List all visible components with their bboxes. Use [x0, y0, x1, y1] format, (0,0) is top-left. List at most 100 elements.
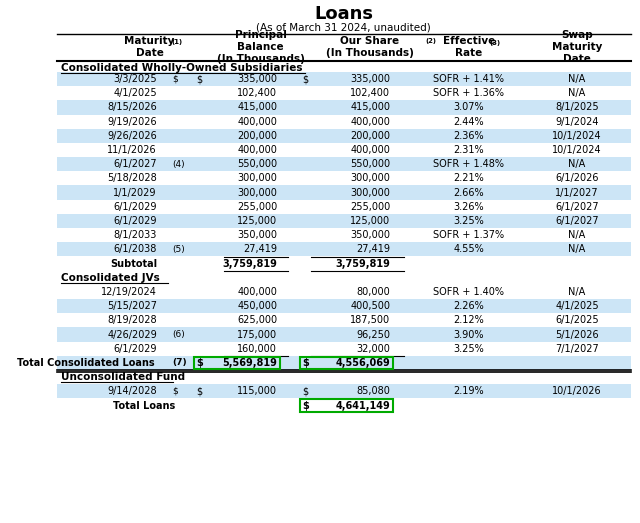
Text: 1/1/2029: 1/1/2029 — [113, 188, 157, 198]
Text: Consolidated JVs: Consolidated JVs — [61, 273, 159, 283]
Text: 2.26%: 2.26% — [453, 301, 484, 311]
Text: SOFR + 1.41%: SOFR + 1.41% — [433, 74, 504, 84]
FancyBboxPatch shape — [57, 129, 631, 143]
Text: 27,419: 27,419 — [356, 244, 390, 254]
Text: 2.36%: 2.36% — [454, 131, 484, 141]
Text: 400,000: 400,000 — [237, 145, 277, 155]
Text: 3.26%: 3.26% — [454, 202, 484, 212]
Text: 8/15/2026: 8/15/2026 — [107, 103, 157, 112]
Text: 450,000: 450,000 — [237, 301, 277, 311]
FancyBboxPatch shape — [57, 242, 631, 256]
Text: 335,000: 335,000 — [350, 74, 390, 84]
Text: SOFR + 1.37%: SOFR + 1.37% — [433, 230, 504, 240]
Text: Swap
Maturity
Date: Swap Maturity Date — [552, 30, 602, 64]
Text: 6/1/2026: 6/1/2026 — [556, 174, 599, 184]
Text: 125,000: 125,000 — [350, 216, 390, 226]
Text: 4/1/2025: 4/1/2025 — [113, 88, 157, 98]
Text: 8/1/2033: 8/1/2033 — [113, 230, 157, 240]
Text: $: $ — [196, 358, 202, 368]
FancyBboxPatch shape — [57, 86, 631, 100]
Text: 11/1/2026: 11/1/2026 — [108, 145, 157, 155]
Text: 3,759,819: 3,759,819 — [222, 258, 277, 269]
FancyBboxPatch shape — [57, 72, 631, 86]
Text: 4,556,069: 4,556,069 — [335, 358, 390, 368]
Text: (5): (5) — [173, 245, 186, 254]
FancyBboxPatch shape — [57, 228, 631, 242]
Text: 10/1/2026: 10/1/2026 — [552, 386, 602, 396]
Text: Total Consolidated Loans: Total Consolidated Loans — [17, 358, 155, 368]
Text: 6/1/2029: 6/1/2029 — [113, 344, 157, 354]
Text: 8/1/2025: 8/1/2025 — [556, 103, 599, 112]
Text: 125,000: 125,000 — [237, 216, 277, 226]
Text: 300,000: 300,000 — [237, 174, 277, 184]
Text: 187,500: 187,500 — [350, 315, 390, 325]
Text: 6/1/2029: 6/1/2029 — [113, 202, 157, 212]
Text: 2.66%: 2.66% — [454, 188, 484, 198]
Text: 160,000: 160,000 — [237, 344, 277, 354]
Text: 175,000: 175,000 — [237, 329, 277, 339]
Text: Subtotal: Subtotal — [110, 258, 157, 269]
Text: 85,080: 85,080 — [356, 386, 390, 396]
Text: 200,000: 200,000 — [237, 131, 277, 141]
Text: N/A: N/A — [568, 230, 586, 240]
Text: 6/1/2029: 6/1/2029 — [113, 216, 157, 226]
Text: Effective
Rate: Effective Rate — [443, 36, 495, 58]
Text: 300,000: 300,000 — [350, 174, 390, 184]
Text: 32,000: 32,000 — [356, 344, 390, 354]
Text: 9/14/2028: 9/14/2028 — [108, 386, 157, 396]
Text: (6): (6) — [173, 330, 186, 339]
Text: SOFR + 1.40%: SOFR + 1.40% — [433, 287, 504, 297]
Text: 102,400: 102,400 — [237, 88, 277, 98]
Text: 6/1/2038: 6/1/2038 — [113, 244, 157, 254]
Text: Our Share
(In Thousands): Our Share (In Thousands) — [326, 36, 413, 58]
Text: 9/19/2026: 9/19/2026 — [108, 117, 157, 127]
Text: 27,419: 27,419 — [243, 244, 277, 254]
Text: N/A: N/A — [568, 74, 586, 84]
Text: Loans: Loans — [314, 5, 373, 23]
Text: 3/3/2025: 3/3/2025 — [113, 74, 157, 84]
Text: 80,000: 80,000 — [356, 287, 390, 297]
Text: N/A: N/A — [568, 159, 586, 169]
Text: 350,000: 350,000 — [350, 230, 390, 240]
Text: 335,000: 335,000 — [237, 74, 277, 84]
Text: Total Loans: Total Loans — [113, 401, 175, 411]
Text: 400,000: 400,000 — [237, 117, 277, 127]
FancyBboxPatch shape — [57, 186, 631, 200]
Text: 4/26/2029: 4/26/2029 — [107, 329, 157, 339]
Text: 6/1/2025: 6/1/2025 — [556, 315, 599, 325]
Text: 550,000: 550,000 — [350, 159, 390, 169]
Text: 255,000: 255,000 — [237, 202, 277, 212]
Text: 4/1/2025: 4/1/2025 — [556, 301, 599, 311]
FancyBboxPatch shape — [57, 157, 631, 172]
Text: 415,000: 415,000 — [350, 103, 390, 112]
Text: 400,500: 400,500 — [350, 301, 390, 311]
Text: 400,000: 400,000 — [350, 117, 390, 127]
Text: 550,000: 550,000 — [237, 159, 277, 169]
Text: $: $ — [302, 401, 309, 411]
Text: $: $ — [302, 358, 309, 368]
Text: Principal
Balance
(In Thousands): Principal Balance (In Thousands) — [216, 30, 305, 64]
Text: 255,000: 255,000 — [350, 202, 390, 212]
Text: 3,759,819: 3,759,819 — [335, 258, 390, 269]
Text: 4,641,149: 4,641,149 — [335, 401, 390, 411]
Text: 5,569,819: 5,569,819 — [222, 358, 277, 368]
FancyBboxPatch shape — [57, 356, 631, 370]
Text: 8/19/2028: 8/19/2028 — [108, 315, 157, 325]
Text: 625,000: 625,000 — [237, 315, 277, 325]
Text: (3): (3) — [489, 40, 500, 46]
Text: 5/18/2028: 5/18/2028 — [107, 174, 157, 184]
Text: SOFR + 1.36%: SOFR + 1.36% — [433, 88, 504, 98]
Text: N/A: N/A — [568, 88, 586, 98]
Text: 300,000: 300,000 — [350, 188, 390, 198]
Text: $: $ — [173, 74, 179, 84]
Text: (1): (1) — [172, 39, 183, 45]
Text: 400,000: 400,000 — [350, 145, 390, 155]
Text: (2): (2) — [426, 38, 436, 44]
FancyBboxPatch shape — [57, 384, 631, 399]
Text: (4): (4) — [173, 160, 186, 169]
Text: 2.44%: 2.44% — [454, 117, 484, 127]
FancyBboxPatch shape — [57, 115, 631, 129]
Text: 3.25%: 3.25% — [453, 216, 484, 226]
Text: 300,000: 300,000 — [237, 188, 277, 198]
Text: 12/19/2024: 12/19/2024 — [101, 287, 157, 297]
